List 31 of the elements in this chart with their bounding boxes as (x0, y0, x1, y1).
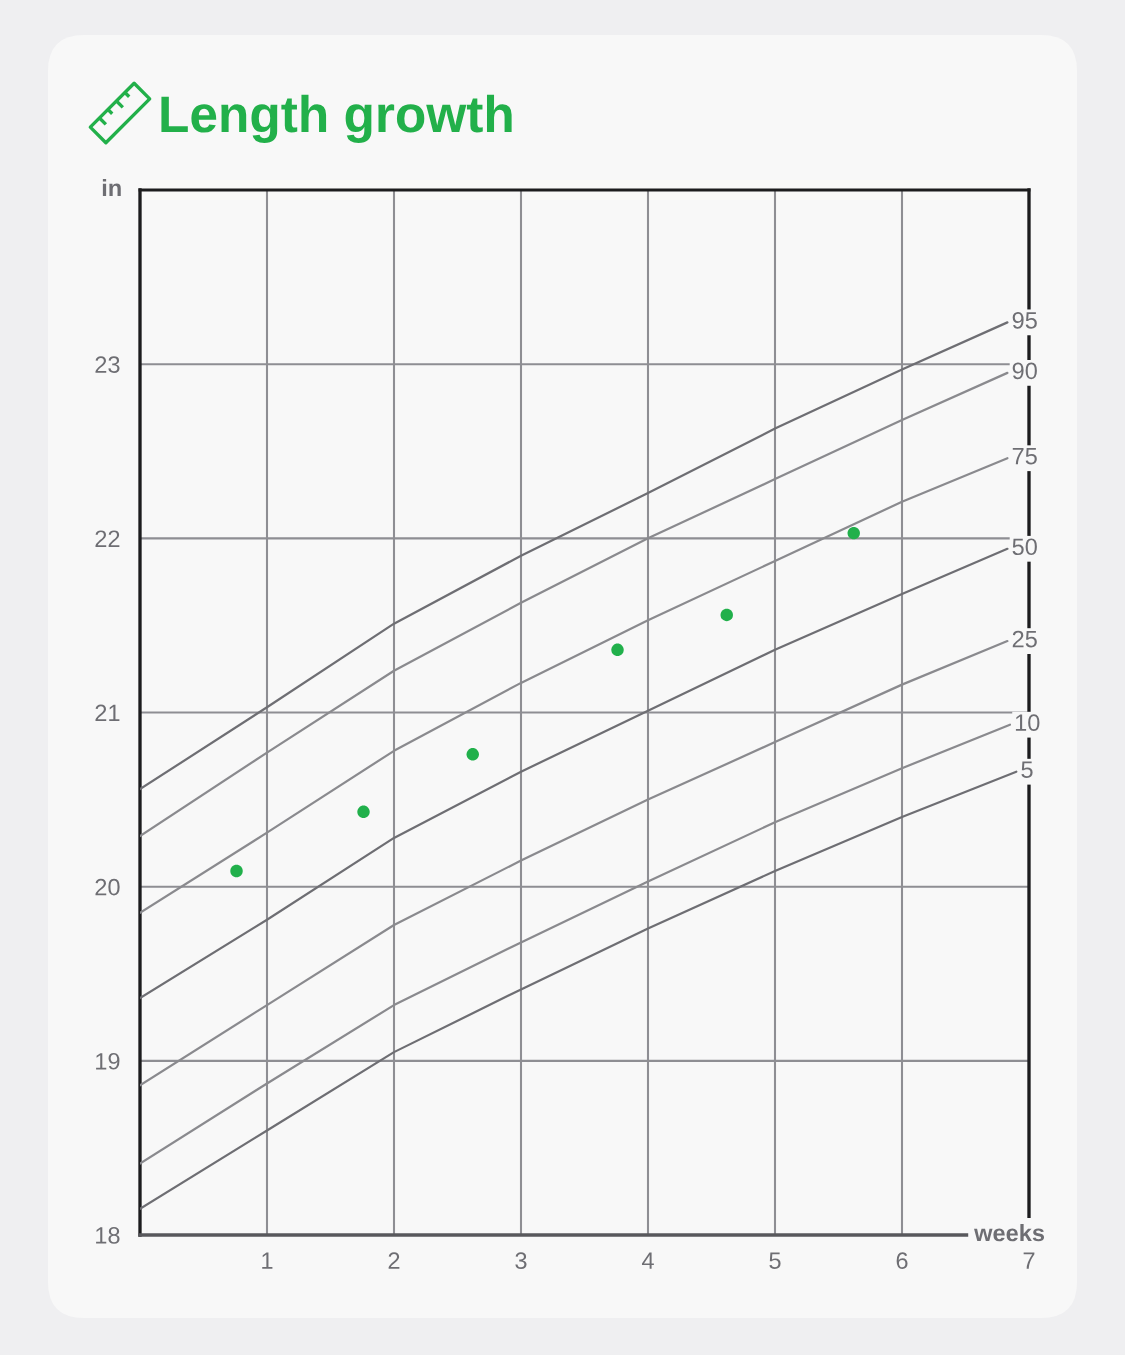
line-series (140, 770, 1018, 1210)
x-tick-label: 6 (896, 1252, 908, 1270)
point (720, 608, 733, 622)
y-tick-label: 18 (96, 1227, 120, 1244)
point (357, 805, 370, 818)
x-tick-label: 4 (641, 1252, 654, 1269)
series-label: 90 (1012, 362, 1037, 380)
point (847, 526, 860, 540)
y-tick-label: 23 (95, 356, 120, 373)
line-series (140, 321, 1009, 791)
y-tick-label: 21 (95, 704, 120, 722)
series-label: 75 (1012, 448, 1037, 465)
y-axis-title: in (102, 179, 121, 197)
x-axis-title: weeks (974, 1223, 1045, 1242)
x-tick-label: 2 (388, 1252, 400, 1269)
series-label: 50 (1012, 538, 1037, 556)
y-tick-label: 19 (96, 1052, 120, 1070)
x-tick-label: 7 (1023, 1252, 1035, 1269)
series-label: 10 (1015, 714, 1040, 732)
x-tick-label: 1 (262, 1252, 273, 1269)
series-label: 95 (1012, 311, 1037, 329)
x-tick-label: 3 (515, 1252, 527, 1270)
chart-title: Length growth (161, 94, 512, 143)
y-tick-label: 22 (95, 530, 120, 547)
x-tick-label: 5 (769, 1252, 781, 1270)
point (466, 748, 479, 761)
series-label: 25 (1012, 630, 1037, 648)
series-label: 5 (1021, 761, 1033, 779)
y-tick-label: 20 (95, 878, 120, 896)
point (611, 643, 624, 657)
point (230, 864, 243, 878)
